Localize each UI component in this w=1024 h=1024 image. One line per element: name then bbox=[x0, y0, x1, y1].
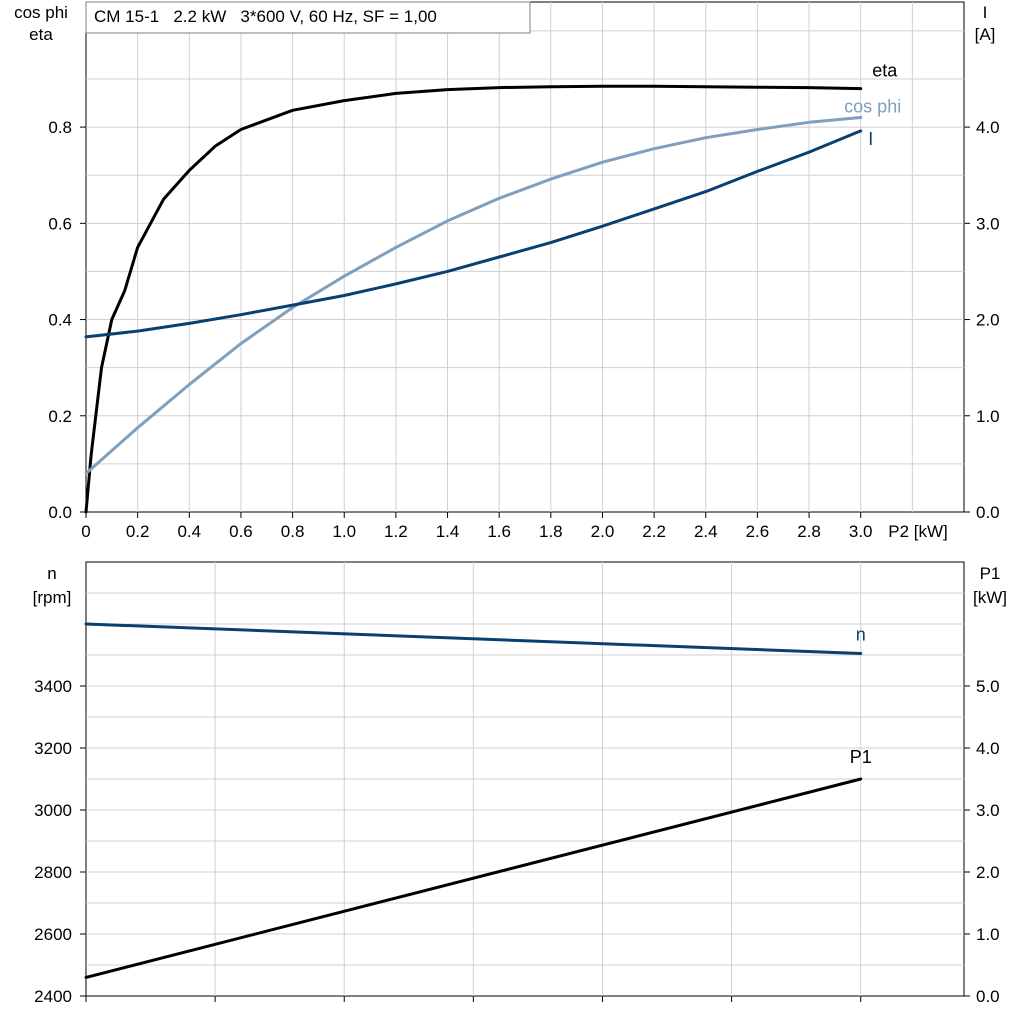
top-x-tick-label: 2.2 bbox=[642, 522, 666, 541]
top-x-tick-label: 3.0 bbox=[849, 522, 873, 541]
series-label-n: n bbox=[856, 624, 866, 644]
bottom-right-tick-label: 1.0 bbox=[976, 925, 1000, 944]
title-box-frame bbox=[85, 1, 531, 34]
bottom-left-tick-label: 2800 bbox=[34, 863, 72, 882]
top-right-axis-label-line1: I bbox=[983, 3, 988, 22]
series-line-n bbox=[84, 622, 863, 655]
top-left-axis-label-line2: eta bbox=[29, 25, 53, 44]
top-right-tick-label: 0.0 bbox=[976, 503, 1000, 522]
top-x-tick-label: 2.4 bbox=[694, 522, 718, 541]
bottom-series-labels: n P1 bbox=[850, 624, 872, 767]
series-line-cos-phi bbox=[84, 116, 863, 475]
top-x-axis-label: P2 [kW] bbox=[888, 522, 948, 541]
top-x-tick-label: 0.6 bbox=[229, 522, 253, 541]
series-line-i bbox=[84, 129, 863, 339]
bottom-right-tick-label: 2.0 bbox=[976, 863, 1000, 882]
series-label-i: I bbox=[868, 129, 873, 149]
top-x-tick-label: 2.6 bbox=[746, 522, 770, 541]
bottom-right-tick-label: 5.0 bbox=[976, 677, 1000, 696]
bottom-left-tick-label: 2600 bbox=[34, 925, 72, 944]
top-left-tick-label: 0.2 bbox=[48, 407, 72, 426]
top-series-labels: eta cos phi I bbox=[844, 61, 901, 149]
top-right-tick-label: 1.0 bbox=[976, 407, 1000, 426]
top-right-tick-label: 2.0 bbox=[976, 311, 1000, 330]
series-label-cos-phi: cos phi bbox=[844, 96, 901, 116]
series-label-eta: eta bbox=[872, 61, 898, 81]
bottom-left-axis-label-line1: n bbox=[47, 564, 56, 583]
top-x-tick-label: 0.2 bbox=[126, 522, 150, 541]
top-x-tick-label: 1.6 bbox=[487, 522, 511, 541]
bottom-ticks-group: 2400 2600 2800 3000 3200 3400 0.0 1.0 2.0 3.0 4.0 5… bbox=[34, 677, 999, 1006]
top-x-tick-label: 2.8 bbox=[797, 522, 821, 541]
bottom-left-tick-label: 3000 bbox=[34, 801, 72, 820]
top-right-axis-label-line2: [A] bbox=[975, 25, 996, 44]
bottom-left-axis-label-line2: [rpm] bbox=[33, 588, 72, 607]
top-left-tick-label: 0.4 bbox=[48, 311, 72, 330]
top-x-tick-label: 1.4 bbox=[436, 522, 460, 541]
top-x-tick-label: 1.2 bbox=[384, 522, 408, 541]
bottom-left-tick-label: 2400 bbox=[34, 987, 72, 1006]
top-left-tick-label: 0.6 bbox=[48, 214, 72, 233]
bottom-right-axis-label-line2: [kW] bbox=[973, 588, 1007, 607]
bottom-left-tick-label: 3400 bbox=[34, 677, 72, 696]
bottom-right-tick-label: 0.0 bbox=[976, 987, 1000, 1006]
series-line-p1 bbox=[84, 777, 863, 979]
top-chart-motor-efficiency: 0.0 0.2 0.4 0.6 0.8 0.0 1.0 2.0 3.0 4.0 0 0.2 0.4 0.6… bbox=[14, 1, 1000, 541]
bottom-right-axis-label-line1: P1 bbox=[980, 564, 1001, 583]
top-x-tick-label: 2.0 bbox=[591, 522, 615, 541]
top-x-tick-label: 1.8 bbox=[539, 522, 563, 541]
top-left-tick-label: 0.0 bbox=[48, 503, 72, 522]
bottom-right-tick-label: 4.0 bbox=[976, 739, 1000, 758]
series-label-p1: P1 bbox=[850, 747, 872, 767]
bottom-chart-speed-power: 2400 2600 2800 3000 3200 3400 0.0 1.0 2.0 3.0 4.0 5… bbox=[33, 561, 1007, 1006]
bottom-left-tick-label: 3200 bbox=[34, 739, 72, 758]
top-x-tick-label: 0 bbox=[81, 522, 90, 541]
bottom-series-group bbox=[84, 622, 863, 979]
bottom-right-tick-label: 3.0 bbox=[976, 801, 1000, 820]
top-ticks-group: 0.0 0.2 0.4 0.6 0.8 0.0 1.0 2.0 3.0 4.0 0 0.2 0.4 0.6… bbox=[48, 118, 999, 541]
top-series-group bbox=[84, 84, 863, 514]
series-line-eta bbox=[84, 84, 863, 514]
top-left-axis-label-line1: cos phi bbox=[14, 3, 68, 22]
top-x-tick-label: 0.4 bbox=[177, 522, 201, 541]
top-right-tick-label: 3.0 bbox=[976, 214, 1000, 233]
top-right-tick-label: 4.0 bbox=[976, 118, 1000, 137]
top-left-tick-label: 0.8 bbox=[48, 118, 72, 137]
chart-title: CM 15-1 2.2 kW 3*600 V, 60 Hz, SF = 1,00 bbox=[94, 7, 437, 26]
chart-title-box: CM 15-1 2.2 kW 3*600 V, 60 Hz, SF = 1,00 bbox=[85, 1, 531, 34]
top-x-tick-label: 1.0 bbox=[332, 522, 356, 541]
top-x-tick-label: 0.8 bbox=[281, 522, 305, 541]
